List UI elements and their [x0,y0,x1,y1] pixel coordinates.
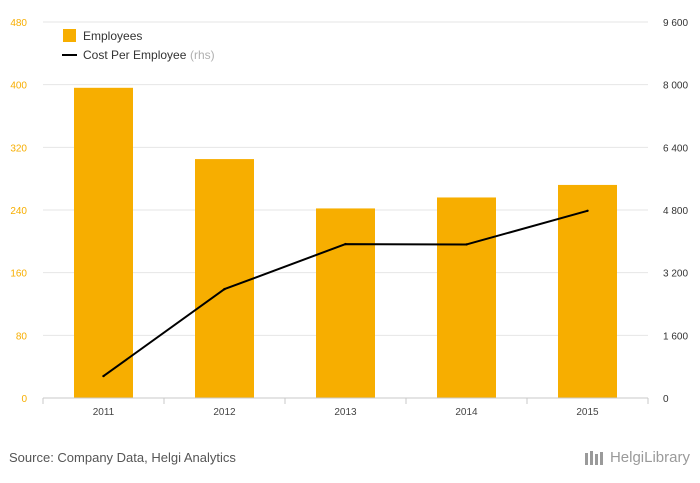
y-left-tick-label: 160 [10,269,27,280]
x-tick-label: 2015 [576,407,599,418]
y-right-tick-label: 0 [663,394,669,405]
line-series-cost-per-employee [102,209,589,378]
y-right-tick-label: 6 400 [663,143,688,154]
legend-swatch-employees [63,29,76,42]
y-right-tick-label: 8 000 [663,81,688,92]
combo-chart: 0 80 160 240 320 400 480 0 1 600 3 200 4 800 6 400 8… [10,18,688,418]
x-tick-label: 2013 [334,407,357,418]
axes: 0 80 160 240 320 400 480 0 1 600 3 200 4 800 6 400 8… [10,18,688,418]
bar-series-employees [74,87,617,399]
bar-employees-2013 [316,208,375,398]
y-right-tick-label: 3 200 [663,269,688,280]
y-left-tick-label: 240 [10,206,27,217]
point-cost-per-employee-2015 [586,209,589,212]
point-cost-per-employee-2013 [344,242,347,246]
bar-employees-2014 [437,197,496,398]
legend-label-employees: Employees [83,29,142,43]
point-cost-per-employee-2014 [465,243,468,246]
y-left-tick-label: 320 [10,143,27,154]
y-left-tick-label: 0 [21,394,27,405]
y-right-tick-label: 4 800 [663,206,688,217]
point-cost-per-employee-2012 [223,287,226,291]
y-left-tick-label: 80 [16,331,28,342]
x-tick-label: 2014 [455,407,478,418]
y-left-tick-label: 400 [10,81,27,92]
library-building-icon [584,450,603,465]
legend-label-cost-per-employee: Cost Per Employee [83,48,187,62]
legend-label-rhs: (rhs) [190,48,215,62]
helgi-library-logo: HelgiLibrary [584,449,690,466]
logo-text: HelgiLibrary [609,449,690,466]
point-cost-per-employee-2011 [102,374,105,378]
bar-employees-2015 [558,184,617,398]
bar-employees-2012 [195,159,254,398]
legend: Employees Cost Per Employee (rhs) [62,29,215,62]
y-right-tick-label: 1 600 [663,331,688,342]
bar-employees-2011 [74,87,133,399]
x-tick-label: 2012 [213,407,236,418]
y-right-tick-label: 9 600 [663,18,688,29]
x-tick-label: 2011 [93,407,115,418]
y-left-tick-label: 480 [10,18,27,29]
source-note: Source: Company Data, Helgi Analytics [9,450,236,465]
